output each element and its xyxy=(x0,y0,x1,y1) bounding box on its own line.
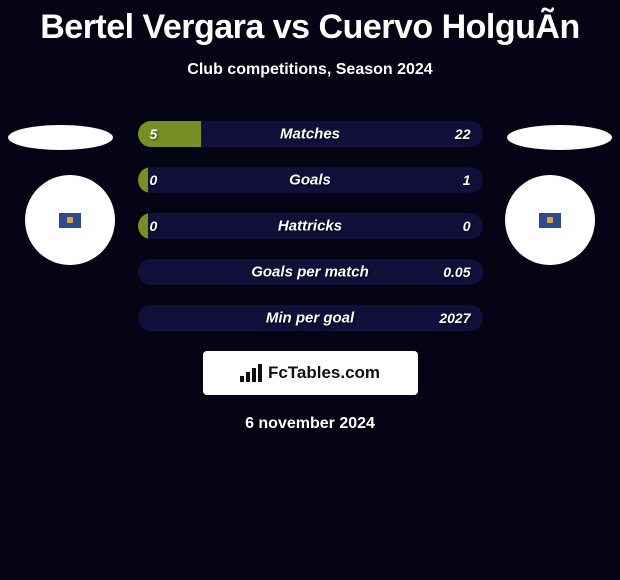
bar-segment-left xyxy=(138,213,148,239)
bar-value-right: 2027 xyxy=(439,310,470,326)
stat-bar: Goals per match 0.05 xyxy=(138,259,483,285)
bar-label: Hattricks xyxy=(278,218,342,235)
stat-bar: Hattricks 0 0 xyxy=(138,213,483,239)
bar-value-left: 0 xyxy=(150,172,158,188)
bar-label: Goals xyxy=(289,172,331,189)
page-title: Bertel Vergara vs Cuervo HolguÃ­n xyxy=(0,0,620,47)
stats-chart: Matches 5 22 Goals 0 1 Hattricks 0 0 Goals per ma… xyxy=(138,121,483,331)
stat-bar: Goals 0 1 xyxy=(138,167,483,193)
bar-segment-left xyxy=(138,121,202,147)
bar-label: Min per goal xyxy=(266,310,354,327)
bar-value-right: 0.05 xyxy=(443,264,470,280)
bar-value-left: 5 xyxy=(150,126,158,142)
bar-segment-left xyxy=(138,167,148,193)
subtitle: Club competitions, Season 2024 xyxy=(0,61,620,79)
player-left-oval xyxy=(8,125,113,150)
flag-icon xyxy=(539,213,561,228)
stat-bar: Min per goal 2027 xyxy=(138,305,483,331)
bar-label: Matches xyxy=(280,126,340,143)
bar-value-left: 0 xyxy=(150,218,158,234)
player-left-avatar xyxy=(25,175,115,265)
bar-value-right: 0 xyxy=(463,218,471,234)
player-right-avatar xyxy=(505,175,595,265)
brand-text: FcTables.com xyxy=(268,363,380,383)
brand-chart-icon xyxy=(240,364,262,382)
stat-bar: Matches 5 22 xyxy=(138,121,483,147)
bar-segment-right xyxy=(201,121,482,147)
bar-label: Goals per match xyxy=(251,264,369,281)
bar-value-right: 22 xyxy=(455,126,471,142)
date-label: 6 november 2024 xyxy=(0,415,620,433)
player-right-oval xyxy=(507,125,612,150)
bar-value-right: 1 xyxy=(463,172,471,188)
flag-icon xyxy=(59,213,81,228)
brand-badge: FcTables.com xyxy=(203,351,418,395)
